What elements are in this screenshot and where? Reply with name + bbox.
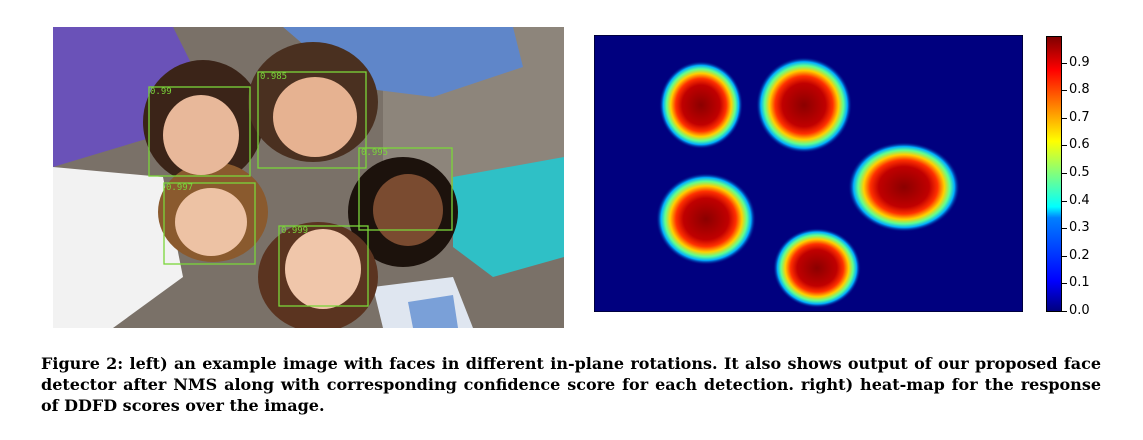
colorbar-tick-label: 0.1 [1069,275,1090,291]
colorbar-tick [1061,90,1067,92]
colorbar-tick-label: 0.3 [1069,220,1090,236]
detection-box-5 [278,225,369,307]
figure-label: Figure 2: [41,354,124,373]
colorbar-tick [1061,228,1067,230]
colorbar-tick-label: 0.7 [1069,109,1090,125]
colorbar-tick-label: 0.6 [1069,137,1090,153]
face-photo: 0.99 0.985 0.995 0.997 0.999 [53,27,564,328]
colorbar-tick [1061,62,1067,64]
heat-blob-2 [756,57,852,153]
caption-text: left) an example image with faces in dif… [41,354,1101,415]
detection-score-1: 0.99 [150,87,172,97]
colorbar-tick [1061,283,1067,285]
heat-blob-4 [656,173,756,265]
detection-box-4 [163,182,256,265]
detection-box-3 [358,147,453,231]
colorbar-tick [1061,200,1067,202]
colorbar-tick-label: 0.2 [1069,247,1090,263]
colorbar-tick [1061,173,1067,174]
heat-blob-5 [773,228,861,308]
colorbar-tick-label: 0.9 [1069,54,1090,70]
heat-blob-1 [659,61,743,149]
detection-box-2 [257,71,367,169]
heat-blob-3 [848,142,960,232]
colorbar-tick [1061,311,1067,312]
colorbar-tick [1061,145,1067,147]
colorbar-tick-label: 0.0 [1069,303,1090,318]
detection-score-5: 0.999 [281,226,308,236]
detection-score-2: 0.985 [260,72,287,82]
detection-score-4: 0.997 [166,183,193,193]
face-photo-illustration: 0.99 0.985 0.995 0.997 0.999 [53,27,564,328]
colorbar-tick-label: 0.5 [1069,165,1090,180]
detection-box-1 [148,86,251,177]
heatmap-plot [593,34,1024,313]
colorbar-tick [1061,117,1067,119]
colorbar-tick [1061,255,1067,257]
detection-score-3: 0.995 [361,148,388,158]
figure-caption: Figure 2: left) an example image with fa… [41,353,1101,416]
colorbar [1046,36,1062,312]
colorbar-tick-label: 0.4 [1069,192,1090,208]
colorbar-tick-label: 0.8 [1069,82,1090,98]
ddfd-heatmap [593,34,1024,313]
